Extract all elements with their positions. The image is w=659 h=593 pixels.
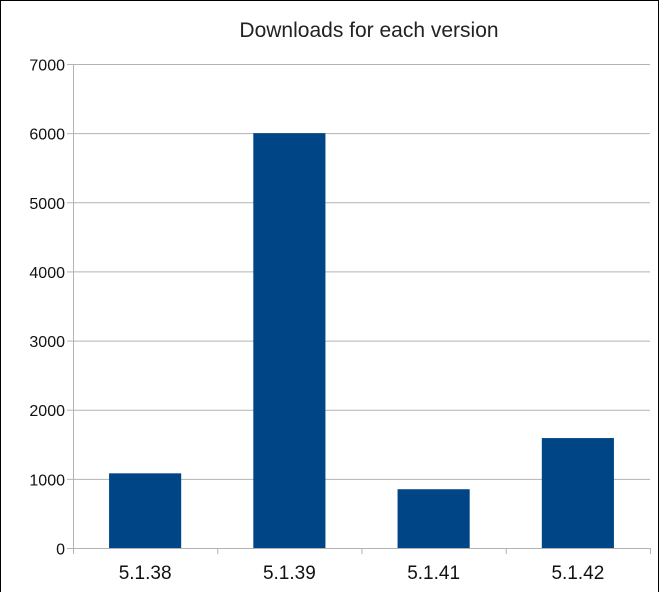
x-tick-label: 5.1.41 (407, 563, 460, 584)
bars (109, 133, 614, 548)
x-tick-label: 5.1.38 (119, 563, 172, 584)
bar-5-1-39 (253, 133, 326, 548)
y-tick-label: 2000 (29, 403, 65, 420)
y-tick-label: 5000 (29, 196, 65, 213)
bar-5-1-38 (109, 473, 182, 548)
bar-5-1-42 (541, 438, 614, 548)
y-tick-labels: 0 1000 2000 3000 4000 5000 6000 7000 (29, 58, 65, 559)
y-tick-label: 4000 (29, 265, 65, 282)
x-tick-label: 5.1.39 (263, 563, 316, 584)
x-tick-label: 5.1.42 (551, 563, 604, 584)
axes (67, 64, 651, 554)
x-tick-labels: 5.1.38 5.1.39 5.1.41 5.1.42 (119, 563, 605, 584)
y-tick-label: 6000 (29, 127, 65, 144)
y-tick-label: 3000 (29, 334, 65, 351)
bar-5-1-41 (397, 489, 470, 548)
chart-title: Downloads for each version (239, 19, 499, 42)
y-tick-label: 7000 (29, 58, 65, 75)
y-tick-label: 1000 (29, 472, 65, 489)
gridlines (73, 64, 650, 480)
y-tick-label: 0 (56, 542, 65, 559)
